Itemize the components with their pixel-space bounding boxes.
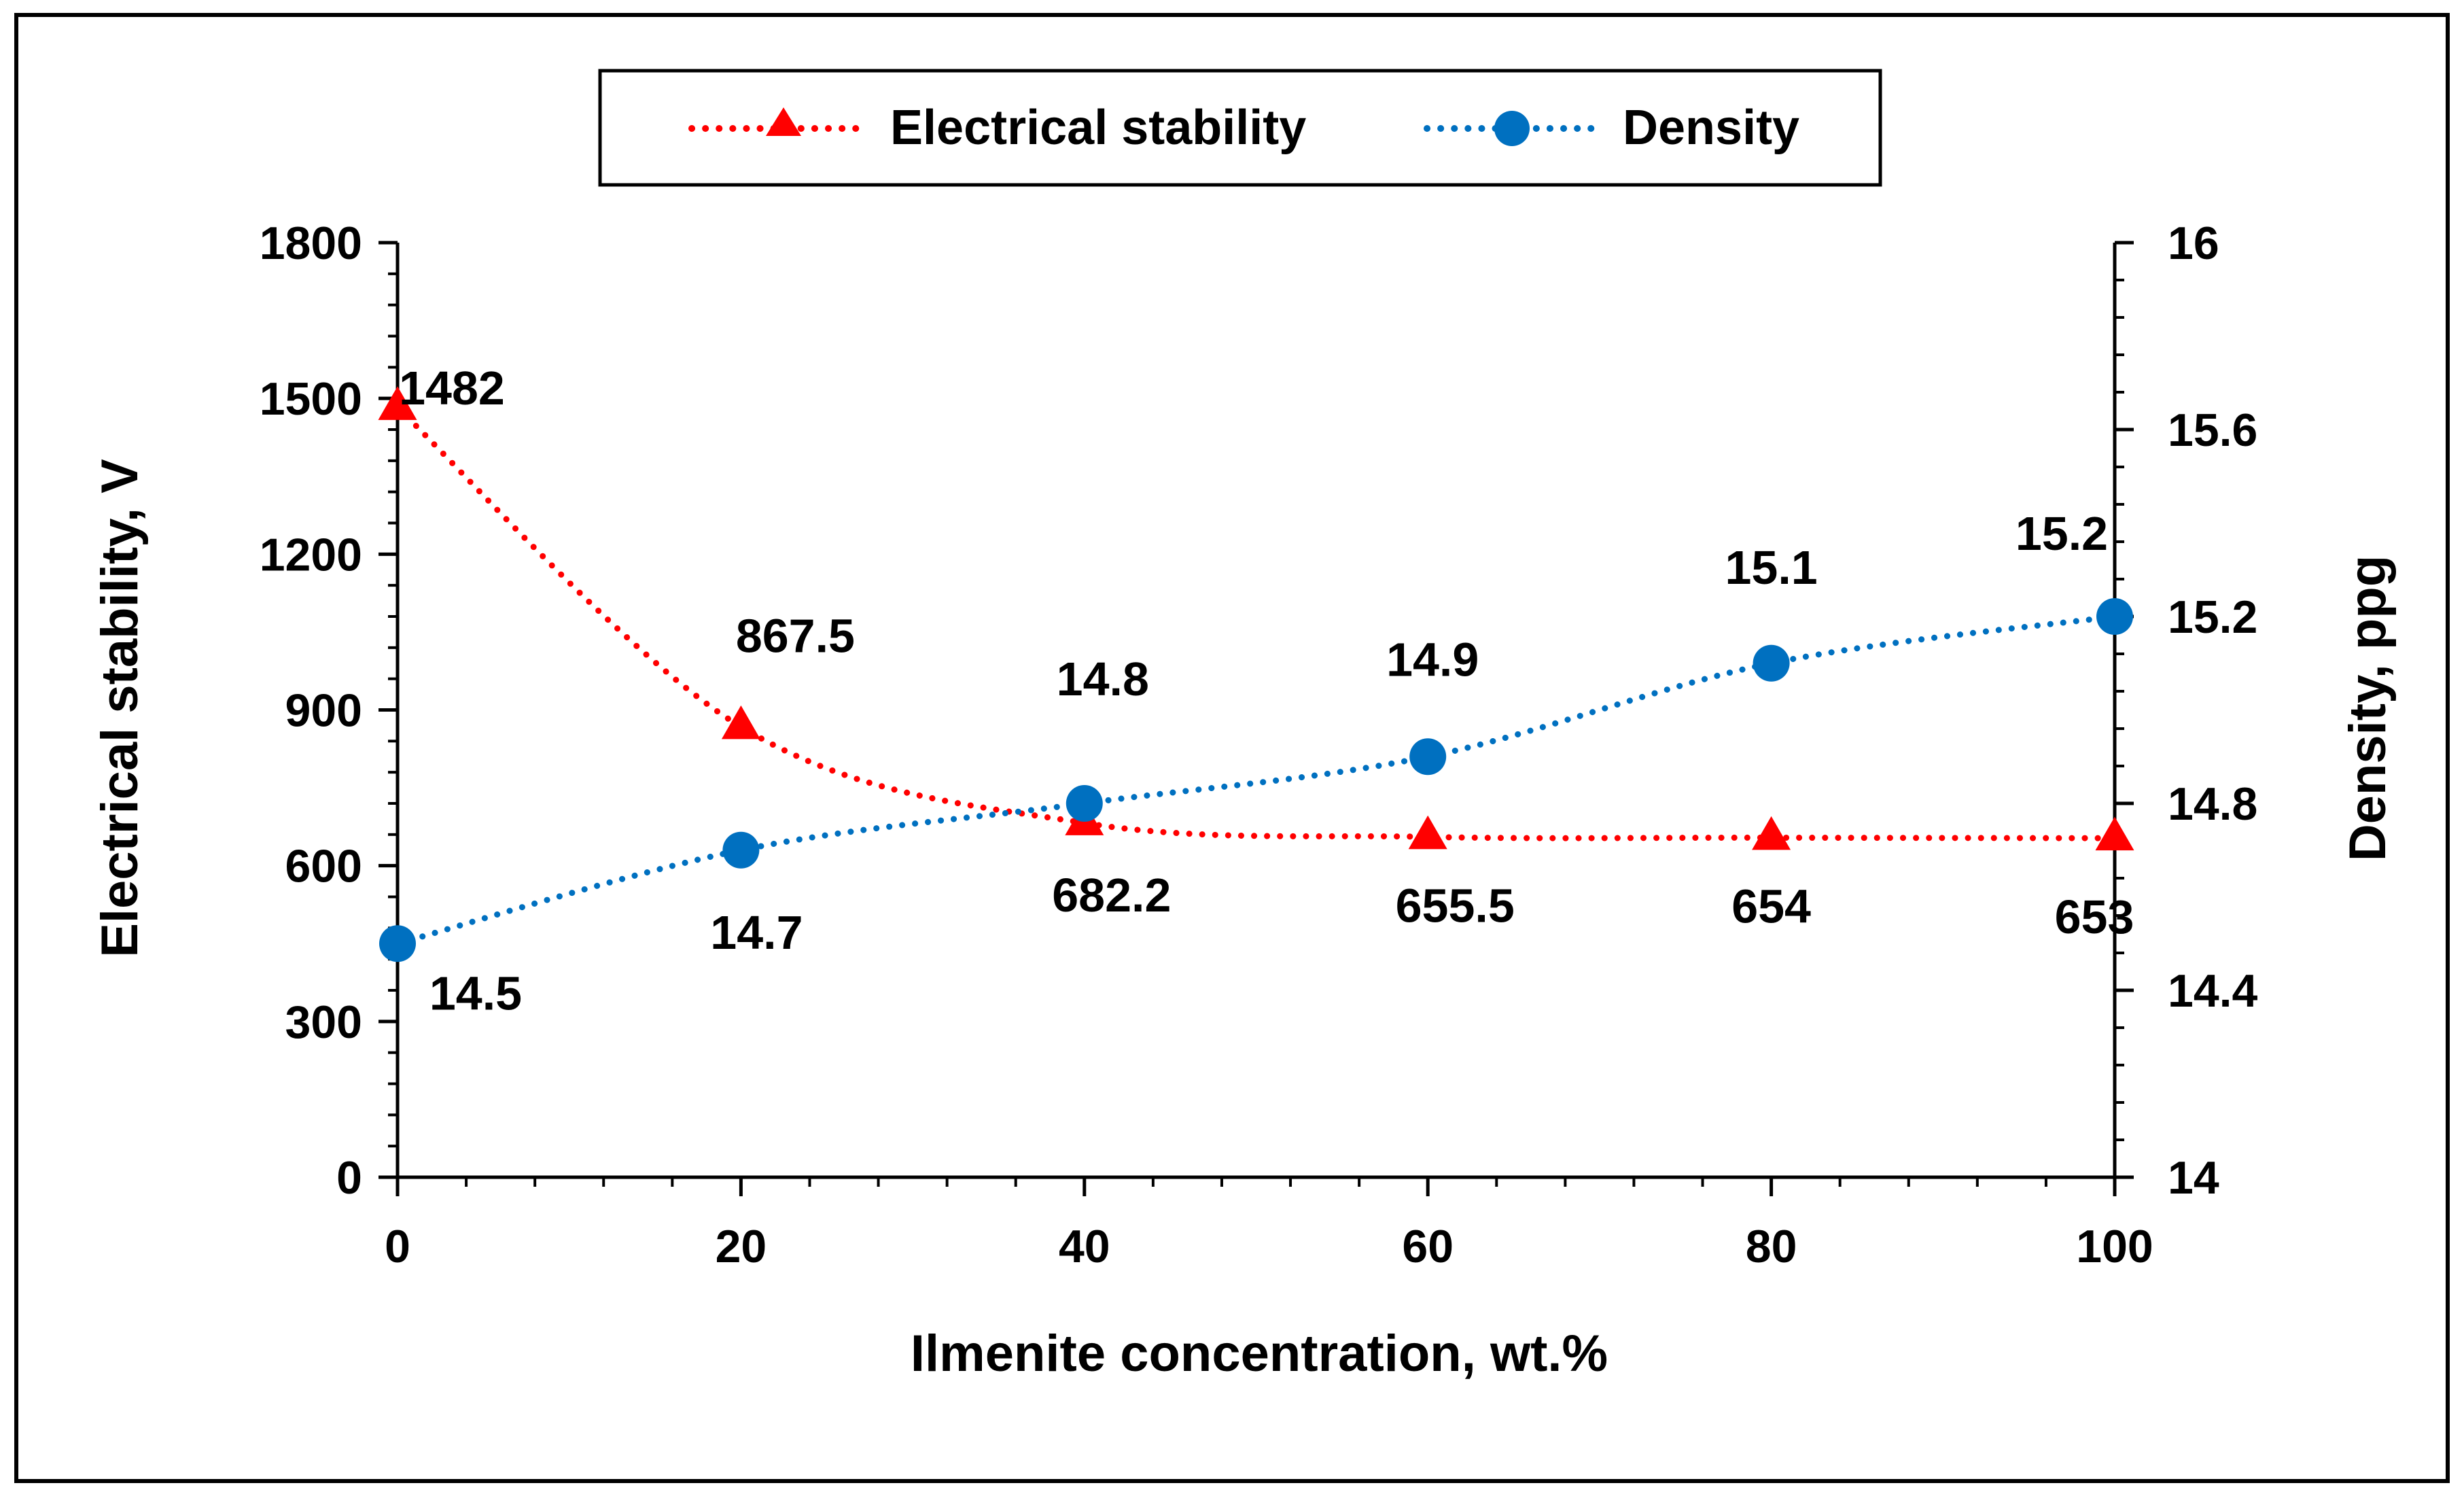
data-label-density: 14.7 bbox=[710, 906, 803, 959]
data-label-density: 14.9 bbox=[1386, 633, 1479, 686]
legend-label-electrical-stability: Electrical stability bbox=[890, 101, 1306, 155]
x-tick-label: 40 bbox=[1059, 1221, 1110, 1272]
data-point-density bbox=[1753, 644, 1790, 682]
data-point-electrical-stability bbox=[1752, 816, 1791, 850]
y-right-tick-label: 15.6 bbox=[2168, 404, 2257, 456]
y-left-tick-label: 1800 bbox=[260, 218, 362, 269]
y-right-tick-label: 14 bbox=[2168, 1152, 2219, 1204]
x-tick-label: 80 bbox=[1746, 1221, 1797, 1272]
data-point-density bbox=[379, 925, 416, 962]
data-point-electrical-stability bbox=[721, 705, 760, 740]
data-point-electrical-stability bbox=[2095, 816, 2134, 851]
data-point-electrical-stability bbox=[378, 386, 417, 420]
y-left-tick-label: 1200 bbox=[260, 529, 362, 580]
y-right-tick-label: 16 bbox=[2168, 218, 2219, 269]
y-right-tick-label: 15.2 bbox=[2168, 591, 2257, 643]
x-tick-label: 60 bbox=[1402, 1221, 1454, 1272]
data-label-density: 14.8 bbox=[1057, 653, 1149, 706]
y-right-tick-label: 14.4 bbox=[2168, 965, 2258, 1017]
data-point-electrical-stability bbox=[1408, 815, 1447, 850]
y-left-tick-label: 0 bbox=[336, 1152, 362, 1204]
y-left-tick-label: 1500 bbox=[260, 373, 362, 425]
x-tick-label: 100 bbox=[2076, 1221, 2153, 1272]
data-point-density bbox=[722, 831, 760, 869]
x-tick-label: 20 bbox=[716, 1221, 767, 1272]
data-label-electrical-stability: 655.5 bbox=[1396, 879, 1515, 932]
legend: Electrical stability Density bbox=[598, 69, 1882, 187]
data-label-density: 15.2 bbox=[2016, 507, 2108, 560]
y-left-tick-label: 600 bbox=[285, 841, 362, 892]
legend-marker-electrical-stability bbox=[766, 107, 801, 136]
data-label-density: 15.1 bbox=[1725, 541, 1817, 594]
chart-frame bbox=[14, 13, 2450, 1483]
data-label-electrical-stability: 653 bbox=[2055, 890, 2134, 943]
x-tick-label: 0 bbox=[385, 1221, 410, 1272]
data-label-electrical-stability: 1482 bbox=[399, 362, 505, 415]
series-line-density bbox=[394, 613, 2118, 947]
y-axis-right-title: Density, ppg bbox=[2339, 555, 2397, 861]
data-label-density: 14.5 bbox=[429, 967, 522, 1020]
data-point-density bbox=[2096, 598, 2133, 635]
y-left-tick-label: 300 bbox=[285, 996, 362, 1048]
data-point-density bbox=[1066, 785, 1103, 822]
data-label-electrical-stability: 867.5 bbox=[736, 609, 855, 662]
y-left-tick-label: 900 bbox=[285, 685, 362, 737]
data-point-density bbox=[1409, 738, 1447, 776]
y-right-tick-label: 14.8 bbox=[2168, 778, 2257, 830]
x-axis-title: Ilmenite concentration, wt.% bbox=[911, 1325, 1608, 1382]
data-label-electrical-stability: 682.2 bbox=[1052, 869, 1171, 922]
legend-label-density: Density bbox=[1623, 101, 1799, 155]
legend-marker-density bbox=[1494, 111, 1530, 146]
y-axis-left-title: Electrical stability, V bbox=[91, 459, 149, 958]
data-label-electrical-stability: 654 bbox=[1731, 880, 1811, 933]
